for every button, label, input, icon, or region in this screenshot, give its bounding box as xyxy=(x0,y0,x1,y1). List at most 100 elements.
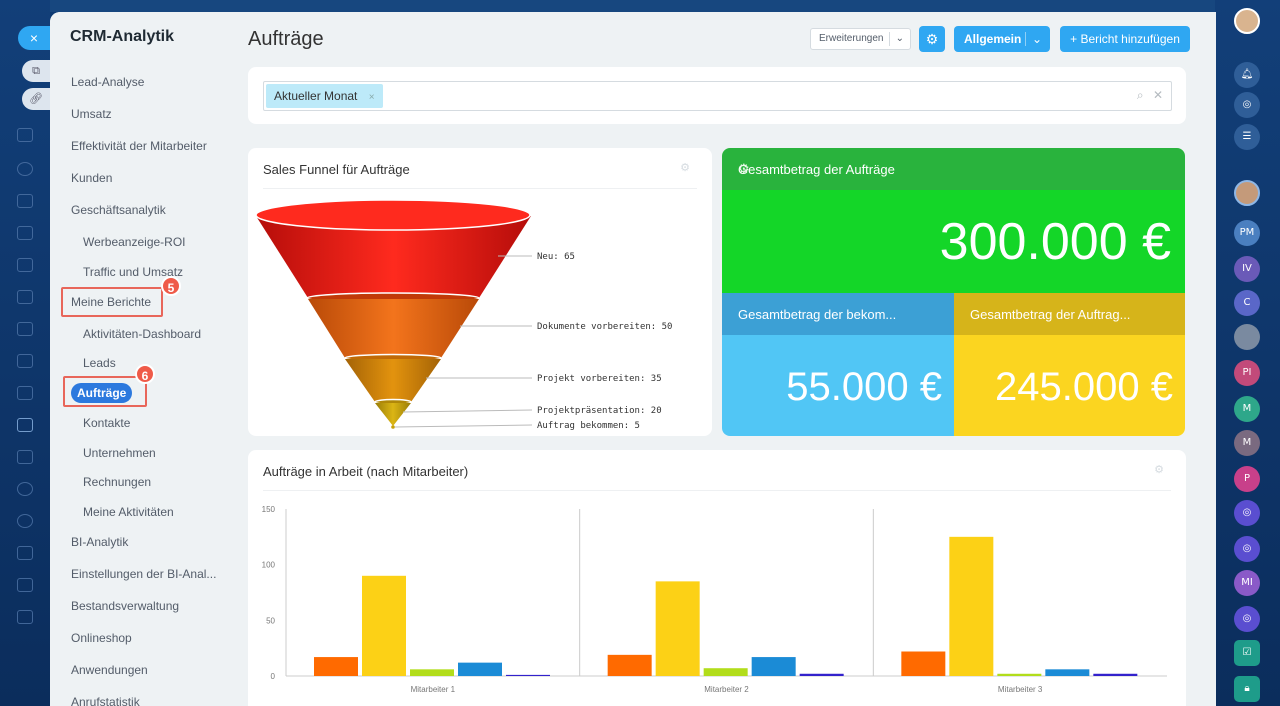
funnel-top-rim xyxy=(255,199,531,231)
contact-avatar[interactable] xyxy=(1234,180,1260,206)
gear-icon[interactable]: ⚙ xyxy=(738,161,750,176)
chevron-down-icon: ⌄ xyxy=(1031,32,1042,46)
avatar-m2[interactable]: M xyxy=(1234,430,1260,456)
right-rail: 🔔︎ ◎ ☰ PM IV C PI M M P ◎ ◎ MI ◎ ☑ 🔒︎ xyxy=(1215,0,1280,706)
kpi-sub1-title: Gesamtbetrag der bekom... xyxy=(738,307,897,322)
sidebar-item-kunden[interactable]: Kunden xyxy=(71,171,113,185)
filter-chip-label: Aktueller Monat xyxy=(274,89,358,103)
globe-icon xyxy=(17,514,33,528)
extensions-label: Erweiterungen xyxy=(819,33,884,44)
y-tick-label: 0 xyxy=(271,672,276,681)
page-title: Aufträge xyxy=(248,28,324,50)
filter-search-input[interactable]: Aktueller Monat × ⌕ ✕ xyxy=(263,81,1172,111)
x-tick-label: Mitarbeiter 3 xyxy=(998,685,1043,694)
sidebar-item-aktivitaeten-dashboard[interactable]: Aktivitäten-Dashboard xyxy=(83,327,202,341)
bar xyxy=(1093,673,1138,676)
calendar-icon xyxy=(17,322,33,336)
add-report-button[interactable]: + Bericht hinzufügen xyxy=(1060,26,1190,52)
close-slider-button[interactable]: × xyxy=(18,26,50,50)
search-icon[interactable]: ⌕ xyxy=(1136,88,1144,102)
messages-icon[interactable]: ☰ xyxy=(1234,124,1260,150)
sidebar-item-meine-aktivitaeten[interactable]: Meine Aktivitäten xyxy=(83,505,174,519)
sidebar-item-bestandsverwaltung[interactable]: Bestandsverwaltung xyxy=(71,599,180,613)
lock-icon[interactable]: 🔒︎ xyxy=(1234,676,1260,702)
divider xyxy=(1025,32,1026,46)
background-left-menu xyxy=(0,0,50,706)
avatar-iv[interactable]: IV xyxy=(1234,256,1260,282)
notifications-icon[interactable]: 🔔︎ xyxy=(1234,62,1260,88)
y-tick-label: 50 xyxy=(266,616,275,625)
sidebar-item-meine-berichte[interactable]: Meine Berichte xyxy=(71,295,152,309)
bar xyxy=(314,657,358,676)
sidebar-item-auftraege[interactable]: Aufträge xyxy=(71,383,133,403)
sidebar-item-anwendungen[interactable]: Anwendungen xyxy=(71,663,148,677)
database-icon xyxy=(17,610,33,624)
sidebar-item-onlineshop[interactable]: Onlineshop xyxy=(71,631,132,645)
analytics-sidebar: CRM-Analytik Lead-Analyse Umsatz Effekti… xyxy=(50,12,232,706)
gear-icon[interactable]: ⚙ xyxy=(680,162,690,174)
bar xyxy=(901,651,946,676)
sidebar-item-unternehmen[interactable]: Unternehmen xyxy=(83,446,156,460)
kpi-sub2-title: Gesamtbetrag der Auftrag... xyxy=(970,307,1131,322)
avatar-m1[interactable]: M xyxy=(1234,396,1260,422)
user-avatar[interactable] xyxy=(1234,8,1260,34)
kpi-card: Gesamtbetrag der Aufträge ⚙ 300.000 € Ge… xyxy=(722,148,1185,436)
avatar-p[interactable]: P xyxy=(1234,466,1260,492)
x-tick-label: Mitarbeiter 2 xyxy=(704,685,749,694)
sidebar-item-umsatz[interactable]: Umsatz xyxy=(71,107,112,121)
highlight-meine-berichte xyxy=(61,287,163,317)
sidebar-item-bi-analytik[interactable]: BI-Analytik xyxy=(71,535,129,549)
step-badge-6: 6 xyxy=(135,364,155,384)
sidebar-item-traffic-umsatz[interactable]: Traffic und Umsatz xyxy=(83,265,184,279)
drive-icon xyxy=(17,226,33,240)
bar xyxy=(506,674,550,676)
chat-icon xyxy=(17,290,33,304)
extensions-dropdown[interactable]: Erweiterungen ⌄ xyxy=(810,28,911,50)
bar xyxy=(362,575,406,676)
funnel-label: Projekt vorbereiten: 35 xyxy=(537,374,662,384)
avatar-mi[interactable]: MI xyxy=(1234,570,1260,596)
funnel-label: Neu: 65 xyxy=(537,252,575,262)
sidebar-item-effektivitaet[interactable]: Effektivität der Mitarbeiter xyxy=(71,139,207,153)
sidebar-item-rechnungen[interactable]: Rechnungen xyxy=(83,475,152,489)
step-badge-5: 5 xyxy=(161,276,181,296)
main-content: Aufträge Erweiterungen ⌄ ⚙ Allgemein ⌄ +… xyxy=(232,12,1216,706)
sidebar-item-bi-einstellungen[interactable]: Einstellungen der BI-Anal... xyxy=(71,567,217,581)
settings-gear-button[interactable]: ⚙ xyxy=(919,26,945,52)
avatar-pm[interactable]: PM xyxy=(1234,220,1260,246)
external-link-icon[interactable]: ⧉ xyxy=(22,60,50,82)
copilot-icon[interactable]: ◎ xyxy=(1234,92,1260,118)
bar-chart-title: Aufträge in Arbeit (nach Mitarbeiter) xyxy=(263,464,469,479)
copilot-chat-icon-3[interactable]: ◎ xyxy=(1234,606,1260,632)
chip-remove-icon[interactable]: × xyxy=(368,92,375,103)
bar-chart: 0 50 100 150 Mitarbeiter 1 Mitarbeiter 2 Mitar… xyxy=(262,505,1167,694)
sidebar-item-anrufstatistik[interactable]: Anrufstatistik xyxy=(71,695,140,706)
clear-icon[interactable]: ✕ xyxy=(1152,88,1163,102)
sidebar-item-lead-analyse[interactable]: Lead-Analyse xyxy=(71,75,145,89)
sidebar-item-leads[interactable]: Leads xyxy=(83,356,116,370)
y-tick-label: 100 xyxy=(262,561,276,570)
kpi-sub1-panel: 55.000 € xyxy=(722,335,954,436)
gear-icon[interactable]: ⚙ xyxy=(1154,464,1164,476)
funnel-stage-2 xyxy=(308,299,479,358)
crm-analytics-panel: CRM-Analytik Lead-Analyse Umsatz Effekti… xyxy=(50,12,1216,706)
copilot-chat-icon[interactable]: ◎ xyxy=(1234,500,1260,526)
general-dropdown-button[interactable]: Allgemein ⌄ xyxy=(954,26,1050,52)
sidebar-item-werbeanzeige-roi[interactable]: Werbeanzeige-ROI xyxy=(83,235,186,249)
funnel-label: Projektpräsentation: 20 xyxy=(537,406,662,416)
kpi-main-panel: 300.000 € xyxy=(722,190,1185,293)
sidebar-item-kontakte[interactable]: Kontakte xyxy=(83,416,131,430)
group-avatar[interactable] xyxy=(1234,324,1260,350)
sidebar-item-geschaeftsanalytik[interactable]: Geschäftsanalytik xyxy=(71,203,166,217)
chevron-down-icon: ⌄ xyxy=(895,33,904,44)
avatar-c[interactable]: C xyxy=(1234,290,1260,316)
avatar-pi[interactable]: PI xyxy=(1234,360,1260,386)
kpi-sub2-value: 245.000 € xyxy=(995,365,1173,409)
tasks-icon xyxy=(17,354,33,368)
filter-chip-current-month[interactable]: Aktueller Monat × xyxy=(266,84,383,108)
analytics-icon xyxy=(17,386,33,400)
link-icon[interactable]: 🔗︎ xyxy=(22,88,50,110)
sidebar-title: CRM-Analytik xyxy=(70,28,175,45)
copilot-chat-icon-2[interactable]: ◎ xyxy=(1234,536,1260,562)
tasks-rail-icon[interactable]: ☑ xyxy=(1234,640,1260,666)
